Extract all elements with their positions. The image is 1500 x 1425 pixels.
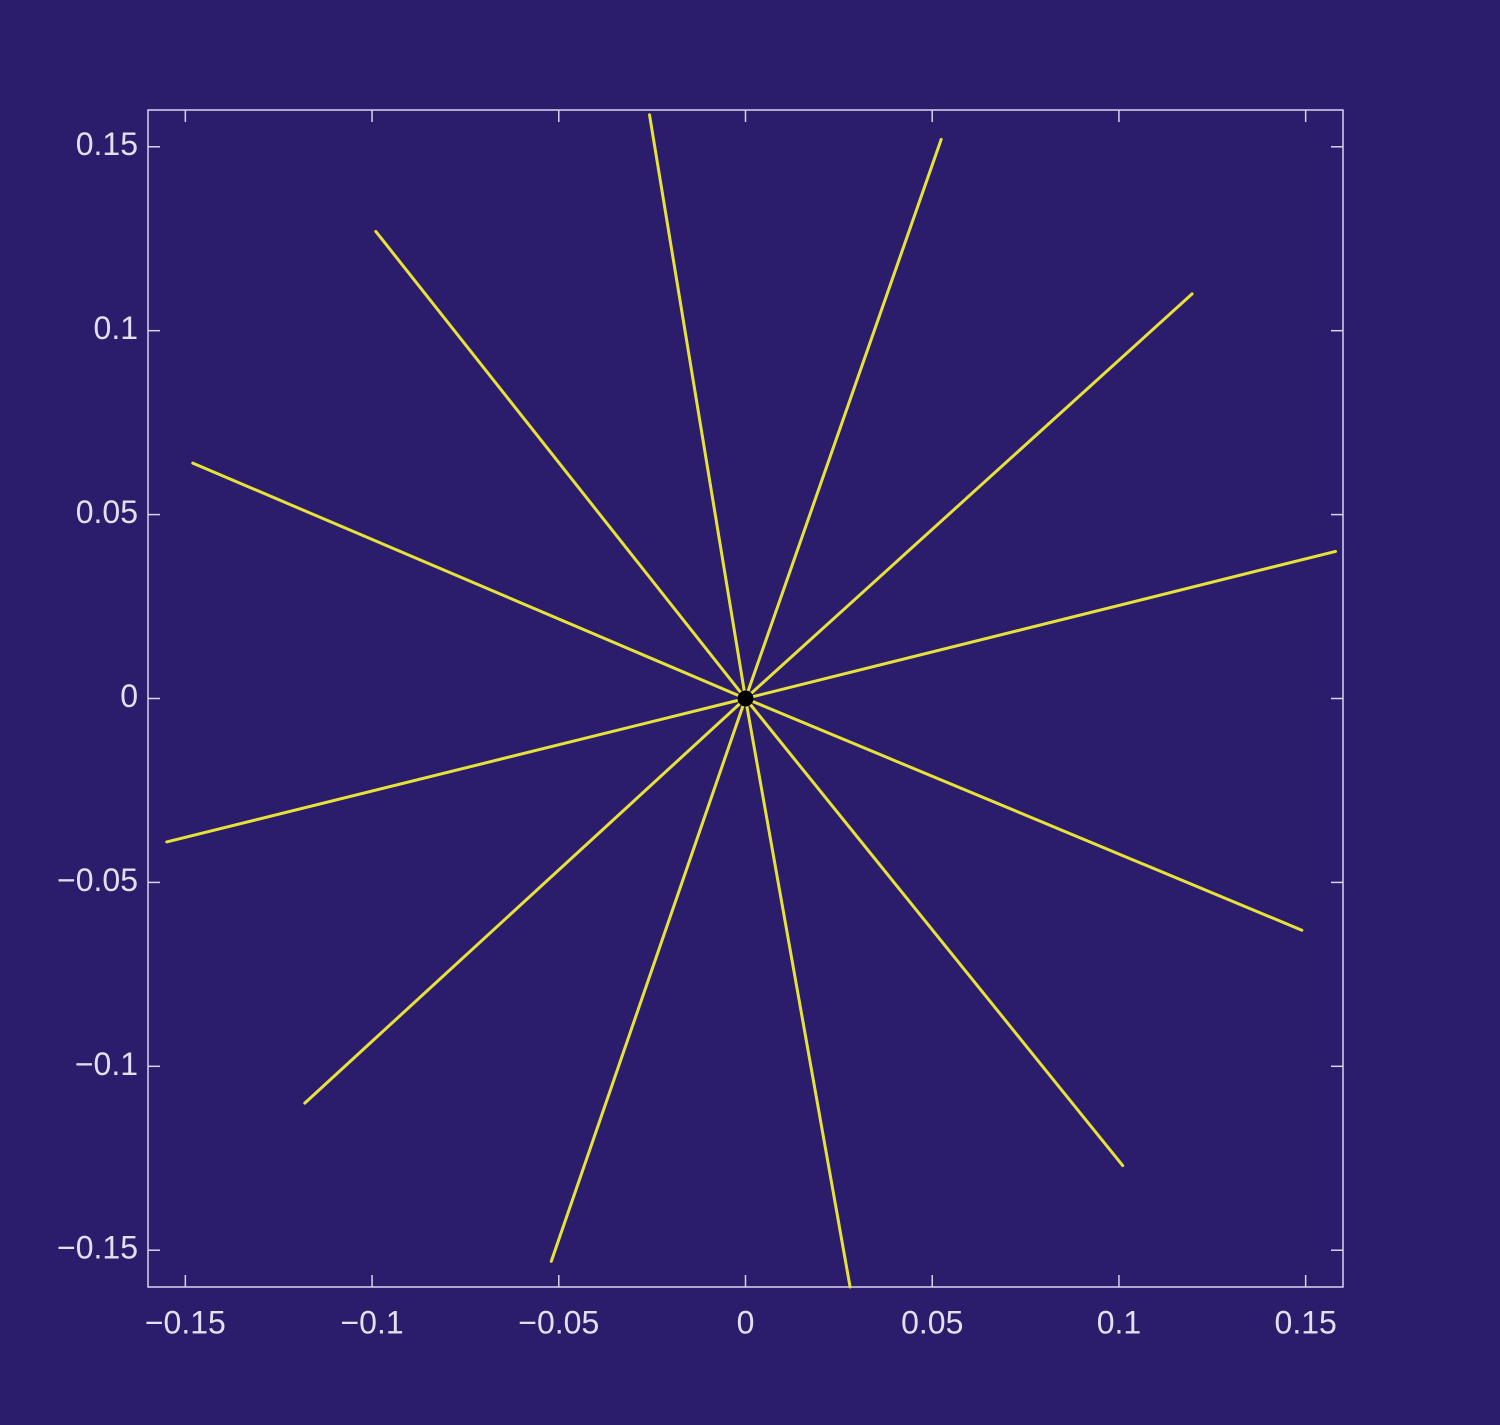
x-tick-label: −0.1 <box>340 1304 403 1340</box>
x-tick-label: −0.05 <box>518 1304 599 1340</box>
y-tick-label: 0 <box>120 678 138 714</box>
x-tick-label: 0 <box>737 1304 755 1340</box>
x-tick-label: 0.05 <box>901 1304 963 1340</box>
y-tick-label: 0.05 <box>76 494 138 530</box>
x-tick-label: 0.1 <box>1097 1304 1141 1340</box>
y-tick-label: 0.15 <box>76 126 138 162</box>
y-tick-label: 0.1 <box>94 310 138 346</box>
x-tick-label: −0.15 <box>145 1304 226 1340</box>
center-point <box>737 690 754 707</box>
x-tick-label: 0.15 <box>1275 1304 1337 1340</box>
y-tick-label: −0.1 <box>75 1046 138 1082</box>
y-tick-label: −0.15 <box>57 1230 138 1266</box>
y-tick-label: −0.05 <box>57 862 138 898</box>
